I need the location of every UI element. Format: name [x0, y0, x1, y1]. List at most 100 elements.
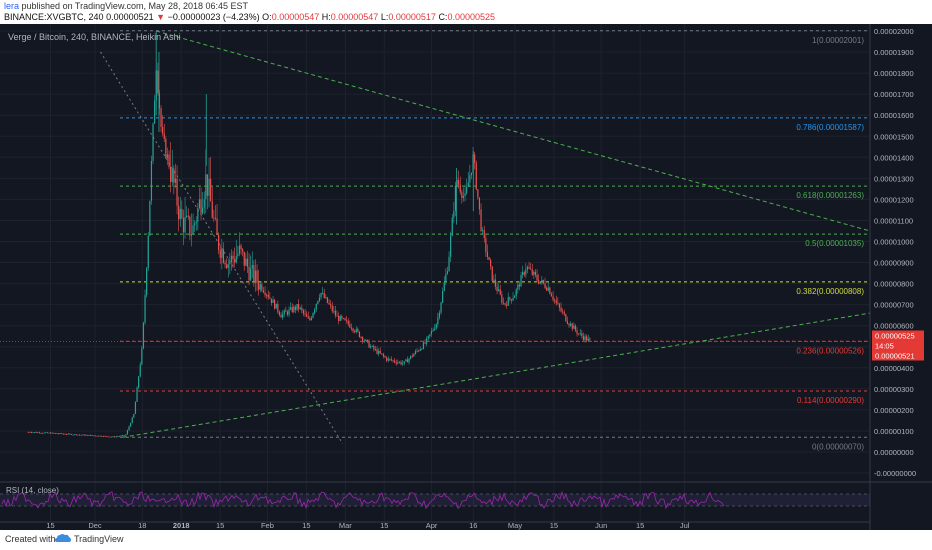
- trendlines[interactable]: [100, 30, 871, 444]
- candle-body: [480, 209, 482, 231]
- price-tick-label: 0.00000000: [874, 448, 914, 457]
- candle-body: [219, 250, 221, 258]
- candle-body: [589, 338, 591, 340]
- candle-body: [306, 314, 308, 317]
- candle-body: [562, 311, 564, 313]
- candle-body: [427, 335, 429, 339]
- candle-body: [211, 201, 213, 218]
- candle-body: [200, 199, 202, 214]
- candle-body: [478, 197, 481, 210]
- candle-body: [368, 341, 370, 348]
- candle-body: [309, 318, 311, 320]
- high-value: 0.00000547: [330, 12, 379, 22]
- candle-body: [558, 303, 561, 308]
- fib-level-label: 0.382(0.00000808): [796, 287, 864, 296]
- chart-area[interactable]: 1(0.00002001) 0.786(0.00001587) 0.618(0.00…: [0, 6, 932, 530]
- candle-body: [307, 316, 309, 319]
- candle-body: [190, 234, 193, 236]
- candle-body: [502, 302, 505, 304]
- candle-body: [312, 313, 314, 318]
- price-tick-label: 0.00002000: [874, 27, 914, 36]
- candle-body: [515, 289, 517, 297]
- candle-body: [283, 310, 285, 315]
- candle-body: [242, 249, 244, 252]
- candle-body: [522, 272, 524, 276]
- candle-body: [208, 178, 210, 196]
- candle-body: [166, 154, 169, 158]
- candle-body: [437, 317, 439, 325]
- candle-body: [488, 257, 490, 260]
- candle-body: [227, 264, 229, 268]
- candle-body: [80, 434, 82, 436]
- candle-body: [146, 268, 148, 296]
- price-tick-label: 0.00001600: [874, 111, 914, 120]
- candle-body: [176, 178, 178, 206]
- candle-body: [197, 208, 199, 222]
- candle-body: [38, 432, 41, 434]
- candle-body: [243, 251, 245, 266]
- price-chart[interactable]: 1(0.00002001) 0.786(0.00001587) 0.618(0.00…: [0, 6, 932, 530]
- candle-body: [109, 436, 111, 438]
- candle-body: [147, 235, 149, 269]
- candle-body: [451, 217, 453, 236]
- candle-body: [342, 318, 345, 320]
- candle-body: [509, 297, 511, 300]
- author-link[interactable]: lera: [4, 1, 20, 11]
- candle-body: [582, 336, 585, 340]
- candle-body: [552, 296, 554, 300]
- candle-body: [250, 268, 252, 281]
- candle-body: [379, 350, 381, 354]
- candle-body: [362, 337, 364, 342]
- candle-body: [456, 180, 458, 186]
- candle-body: [419, 349, 421, 351]
- candle-body: [112, 436, 114, 438]
- candle-body: [360, 337, 362, 338]
- price-tick-label: 0.00000400: [874, 364, 914, 373]
- candle-body: [514, 296, 516, 298]
- time-axis[interactable]: 15 Dec 18 2018 15 Feb 15 Mar 15 Apr 16 May 15 Jun 15 Ju…: [0, 521, 870, 530]
- candle-body: [192, 225, 194, 235]
- candle-body: [30, 432, 33, 434]
- candle-body: [274, 299, 276, 309]
- candle-body: [136, 387, 138, 402]
- candle-body: [466, 186, 468, 194]
- price-tag-label: 14:05: [875, 341, 894, 350]
- candle-body: [269, 297, 271, 299]
- candle-body: [338, 315, 340, 321]
- open-value: 0.00000547: [271, 12, 320, 22]
- candle-body: [526, 267, 529, 270]
- price-axis[interactable]: 0.000021000.000020000.000019000.00001800…: [869, 6, 932, 530]
- candle-body: [438, 312, 441, 318]
- candle-body: [98, 435, 100, 437]
- tradingview-brand[interactable]: TradingView: [74, 534, 124, 544]
- candle-body: [125, 434, 127, 436]
- candle-body: [165, 138, 167, 158]
- rsi-pane[interactable]: RSI (14, close): [0, 481, 932, 510]
- candle-body: [581, 333, 583, 337]
- candle-body: [574, 325, 577, 331]
- candle-body: [251, 265, 253, 269]
- candle-body: [498, 289, 500, 292]
- candle-body: [282, 314, 284, 318]
- candle-body: [264, 292, 266, 296]
- candle-body: [238, 245, 241, 254]
- candle-body: [389, 358, 391, 360]
- candle-body: [160, 108, 162, 127]
- candle-body: [130, 423, 132, 427]
- time-tick-label: 15: [550, 521, 558, 530]
- created-with-text: Created with: [5, 534, 56, 544]
- price-tick-label: 0.00000900: [874, 259, 914, 268]
- candle-body: [35, 432, 37, 433]
- candle-body: [424, 342, 426, 344]
- candle-body: [157, 70, 159, 94]
- candle-body: [390, 359, 393, 361]
- candle-body: [435, 324, 437, 329]
- candle-body: [422, 342, 425, 349]
- candle-body: [141, 348, 143, 365]
- candle-body: [400, 361, 402, 365]
- candle-body: [467, 182, 469, 187]
- candle-body: [384, 356, 386, 358]
- candle-body: [152, 123, 154, 161]
- candle-body: [546, 287, 548, 291]
- price-tick-label: 0.00000300: [874, 385, 914, 394]
